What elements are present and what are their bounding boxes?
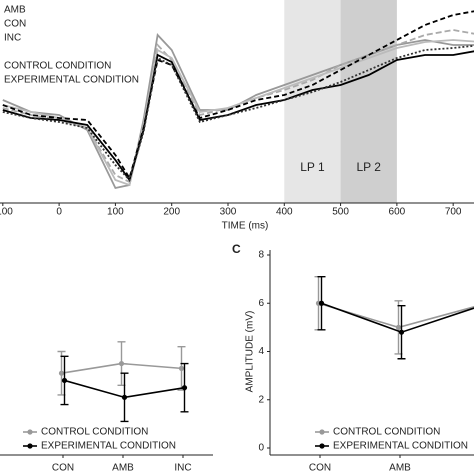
y-tick-label: 6 — [258, 298, 264, 309]
y-tick-label: 4 — [258, 346, 264, 357]
y-tick-label: 0 — [258, 443, 264, 454]
x-tick-label: 600 — [389, 207, 406, 218]
legend-marker — [319, 429, 325, 435]
legend-label: EXPERIMENTAL CONDITION — [4, 75, 139, 86]
panel-title: C — [232, 242, 241, 256]
x-tick-label: AMB — [389, 463, 411, 474]
legend-label: CONTROL CONDITION — [333, 427, 440, 438]
point — [181, 385, 188, 391]
x-tick-label: AMB — [112, 463, 134, 474]
point — [395, 324, 402, 330]
x-tick-label: INC — [174, 463, 191, 474]
x-tick-label: 400 — [276, 207, 293, 218]
point — [318, 300, 325, 306]
point — [178, 365, 185, 371]
x-tick-label: -100 — [0, 207, 13, 218]
window-label: LP 2 — [356, 160, 381, 174]
point — [58, 370, 65, 376]
point — [398, 329, 405, 335]
x-tick-label: 0 — [56, 207, 62, 218]
legend-label: INC — [4, 33, 21, 44]
legend-label: EXPERIMENTAL CONDITION — [41, 441, 176, 452]
legend-marker — [27, 443, 33, 449]
x-tick-label: 500 — [332, 207, 349, 218]
y-tick-label: 8 — [258, 250, 264, 261]
x-tick-label: CON — [309, 463, 331, 474]
x-axis-label: TIME (ms) — [222, 221, 269, 232]
erp-line — [2, 39, 474, 187]
point — [61, 377, 68, 384]
x-tick-label: 300 — [220, 207, 237, 218]
window-label: LP 1 — [300, 160, 325, 174]
erp-line — [2, 44, 474, 182]
legend-marker — [27, 429, 33, 435]
time-window — [340, 0, 397, 203]
legend-label: CONTROL CONDITION — [4, 61, 111, 72]
time-window — [284, 0, 341, 203]
x-tick-label: 700 — [445, 207, 462, 218]
x-tick-label: 200 — [163, 207, 180, 218]
legend-label: AMB — [4, 5, 26, 16]
legend-label: EXPERIMENTAL CONDITION — [333, 441, 468, 452]
point — [118, 360, 125, 367]
legend-label: CON — [4, 19, 26, 30]
x-tick-label: CON — [52, 463, 74, 474]
point — [121, 394, 128, 400]
legend-label: CONTROL CONDITION — [41, 427, 148, 438]
y-axis-label: AMPLITUDE (mV) — [245, 311, 256, 393]
legend-marker — [319, 443, 325, 449]
erp-line — [2, 10, 474, 181]
erp-line — [2, 50, 474, 183]
y-tick-label: 2 — [258, 394, 264, 405]
x-tick-label: 100 — [107, 207, 124, 218]
